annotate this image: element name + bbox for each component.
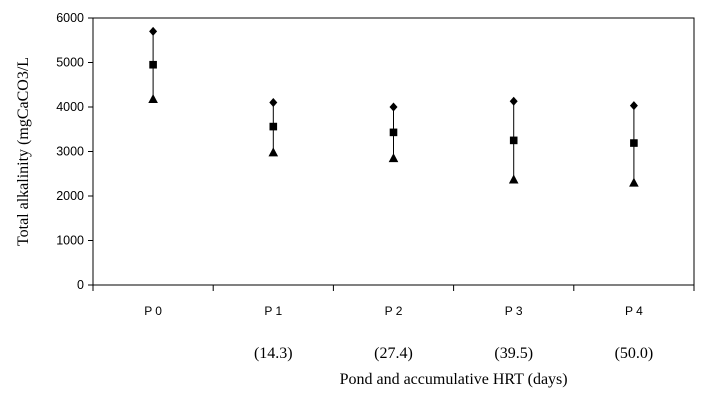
y-tick-label: 6000	[56, 11, 84, 25]
point-diamond	[149, 26, 158, 36]
point-square	[509, 136, 518, 145]
x-tick-label: P 2	[385, 304, 403, 318]
x-tick-label: P 1	[264, 304, 282, 318]
point-diamond	[389, 102, 398, 112]
y-tick-label: 5000	[56, 56, 84, 70]
x-tick-label: P 4	[625, 304, 643, 318]
point-square	[269, 122, 278, 131]
point-diamond	[269, 98, 278, 108]
x-tick-label: P 0	[144, 304, 162, 318]
x-tick-label: P 3	[505, 304, 523, 318]
point-diamond	[509, 96, 518, 106]
point-triangle	[148, 93, 158, 103]
x-axis-label: Pond and accumulative HRT (days)	[340, 371, 568, 388]
y-tick-label: 1000	[56, 234, 84, 248]
point-square	[149, 60, 157, 69]
data-markers	[148, 26, 639, 187]
hrt-label: (14.3)	[254, 345, 293, 362]
point-triangle	[629, 177, 639, 187]
y-axis: 0 1000 2000 3000 4000 5000 6000	[56, 11, 94, 292]
point-diamond	[629, 101, 638, 111]
point-triangle	[508, 174, 519, 184]
point-square	[389, 128, 398, 137]
y-axis-label: Total alkalinity (mgCaCO3/L	[15, 57, 32, 246]
y-tick-label: 2000	[56, 189, 84, 203]
hrt-label: (50.0)	[615, 345, 654, 362]
y-tick-label: 4000	[56, 100, 84, 114]
hrt-label: (27.4)	[374, 345, 413, 362]
hrt-label: (39.5)	[494, 345, 533, 362]
point-triangle	[268, 147, 279, 157]
x-axis: P 0 P 1 (14.3) P 2 (27.4) P 3 (39.5) P 4 (50.0)	[92, 284, 695, 362]
point-triangle	[388, 153, 399, 163]
y-tick-label: 0	[77, 278, 84, 292]
point-square	[630, 139, 638, 147]
y-tick-label: 3000	[56, 145, 84, 159]
